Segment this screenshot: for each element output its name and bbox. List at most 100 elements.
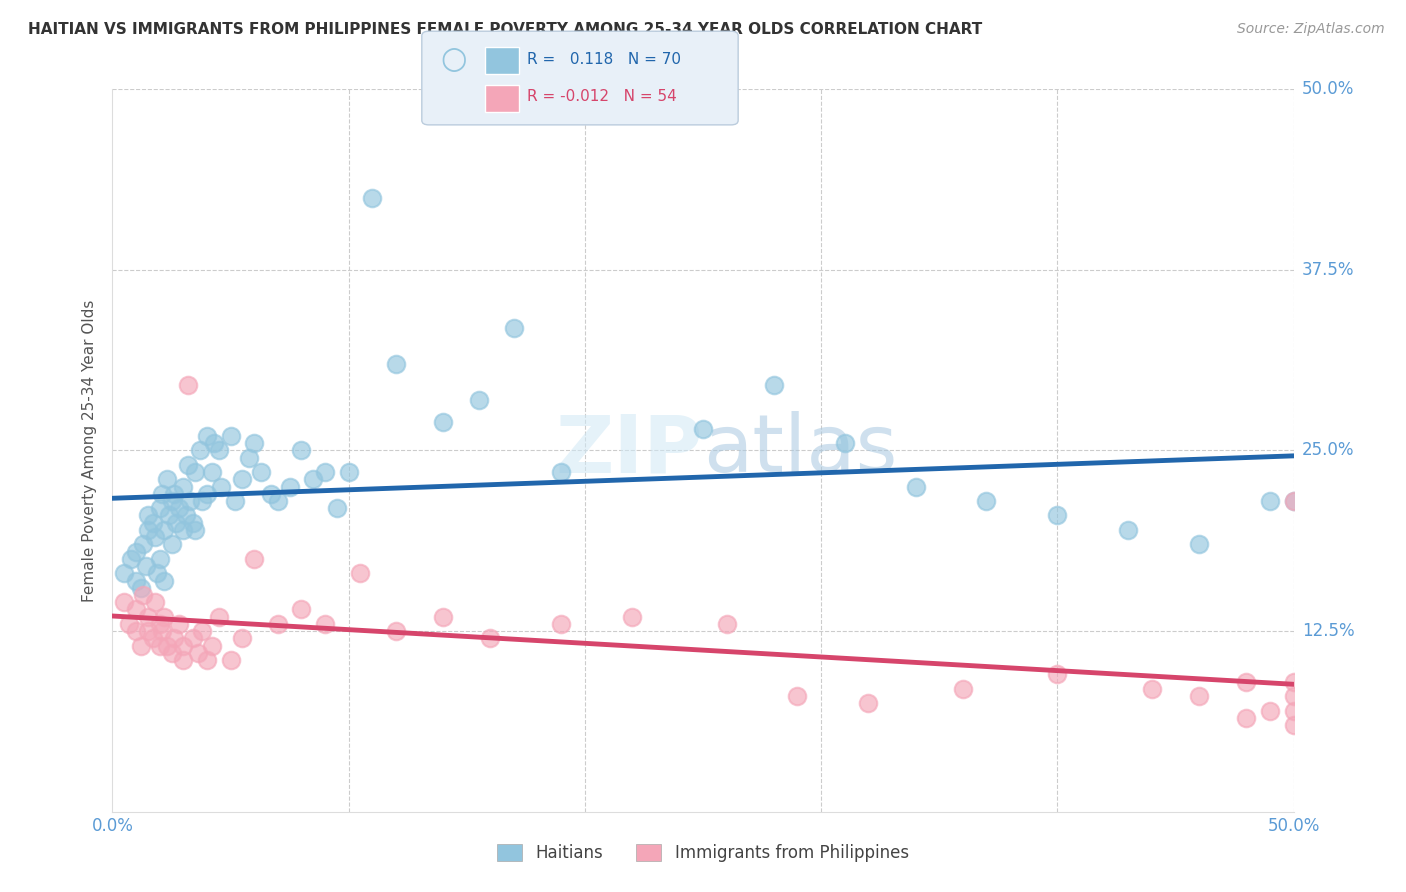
Point bbox=[349, 566, 371, 581]
Point bbox=[172, 480, 194, 494]
Point bbox=[163, 487, 186, 501]
Point bbox=[149, 616, 172, 631]
Point bbox=[231, 632, 253, 646]
Point bbox=[149, 501, 172, 516]
Point bbox=[129, 639, 152, 653]
Point bbox=[834, 436, 856, 450]
Point bbox=[290, 602, 312, 616]
Point bbox=[267, 616, 290, 631]
Point bbox=[550, 616, 572, 631]
Point bbox=[153, 574, 176, 588]
Point bbox=[716, 616, 738, 631]
Point bbox=[125, 574, 148, 588]
Point bbox=[184, 523, 207, 537]
Point bbox=[314, 465, 336, 479]
Point bbox=[160, 646, 183, 660]
Point bbox=[1258, 704, 1281, 718]
Point bbox=[243, 436, 266, 450]
Point bbox=[1116, 523, 1139, 537]
Point bbox=[503, 320, 526, 334]
Point bbox=[143, 595, 166, 609]
Point bbox=[278, 480, 301, 494]
Point bbox=[181, 516, 204, 530]
Point bbox=[153, 609, 176, 624]
Point bbox=[177, 458, 200, 472]
Point bbox=[550, 465, 572, 479]
Point bbox=[125, 544, 148, 558]
Point bbox=[238, 450, 260, 465]
Point bbox=[692, 422, 714, 436]
Point bbox=[125, 624, 148, 639]
Point bbox=[142, 632, 165, 646]
Point bbox=[179, 494, 201, 508]
Point bbox=[191, 494, 214, 508]
Point bbox=[621, 609, 644, 624]
Y-axis label: Female Poverty Among 25-34 Year Olds: Female Poverty Among 25-34 Year Olds bbox=[82, 300, 97, 601]
Point bbox=[858, 696, 880, 710]
Point bbox=[432, 415, 454, 429]
Text: Source: ZipAtlas.com: Source: ZipAtlas.com bbox=[1237, 22, 1385, 37]
Point bbox=[302, 472, 325, 486]
Point bbox=[186, 646, 208, 660]
Point bbox=[181, 632, 204, 646]
Text: R = -0.012   N = 54: R = -0.012 N = 54 bbox=[527, 89, 678, 104]
Point bbox=[1234, 711, 1257, 725]
Legend: Haitians, Immigrants from Philippines: Haitians, Immigrants from Philippines bbox=[491, 837, 915, 869]
Point bbox=[156, 639, 179, 653]
Text: 50.0%: 50.0% bbox=[1302, 80, 1354, 98]
Point bbox=[118, 616, 141, 631]
Point bbox=[172, 653, 194, 667]
Point bbox=[976, 494, 998, 508]
Point bbox=[1234, 674, 1257, 689]
Point bbox=[1140, 681, 1163, 696]
Point bbox=[136, 508, 159, 523]
Point bbox=[337, 465, 360, 479]
Point bbox=[163, 632, 186, 646]
Point bbox=[1188, 689, 1211, 703]
Point bbox=[132, 588, 155, 602]
Point bbox=[174, 508, 197, 523]
Point bbox=[149, 551, 172, 566]
Point bbox=[201, 639, 224, 653]
Point bbox=[125, 602, 148, 616]
Point bbox=[146, 566, 169, 581]
Point bbox=[160, 537, 183, 551]
Point bbox=[250, 465, 273, 479]
Point bbox=[201, 465, 224, 479]
Text: ZIP: ZIP bbox=[555, 411, 703, 490]
Point bbox=[208, 609, 231, 624]
Point bbox=[1282, 718, 1305, 732]
Point bbox=[156, 472, 179, 486]
Point bbox=[195, 429, 218, 443]
Point bbox=[224, 494, 246, 508]
Point bbox=[209, 480, 232, 494]
Text: atlas: atlas bbox=[703, 411, 897, 490]
Point bbox=[172, 523, 194, 537]
Point bbox=[1188, 537, 1211, 551]
Point bbox=[219, 429, 242, 443]
Point bbox=[136, 624, 159, 639]
Text: 37.5%: 37.5% bbox=[1302, 260, 1354, 279]
Point bbox=[132, 537, 155, 551]
Point bbox=[786, 689, 808, 703]
Point bbox=[142, 516, 165, 530]
Point bbox=[165, 516, 187, 530]
Point bbox=[432, 609, 454, 624]
Point bbox=[243, 551, 266, 566]
Point bbox=[1282, 494, 1305, 508]
Point bbox=[149, 639, 172, 653]
Point bbox=[219, 653, 242, 667]
Text: 25.0%: 25.0% bbox=[1302, 442, 1354, 459]
Point bbox=[129, 581, 152, 595]
Point bbox=[361, 191, 384, 205]
Point bbox=[467, 392, 489, 407]
Point bbox=[479, 632, 502, 646]
Point bbox=[157, 508, 180, 523]
Text: ○: ○ bbox=[440, 45, 467, 74]
Text: R =   0.118   N = 70: R = 0.118 N = 70 bbox=[527, 52, 682, 67]
Point bbox=[188, 443, 211, 458]
Point bbox=[112, 566, 135, 581]
Text: HAITIAN VS IMMIGRANTS FROM PHILIPPINES FEMALE POVERTY AMONG 25-34 YEAR OLDS CORR: HAITIAN VS IMMIGRANTS FROM PHILIPPINES F… bbox=[28, 22, 983, 37]
Point bbox=[112, 595, 135, 609]
Point bbox=[177, 378, 200, 392]
